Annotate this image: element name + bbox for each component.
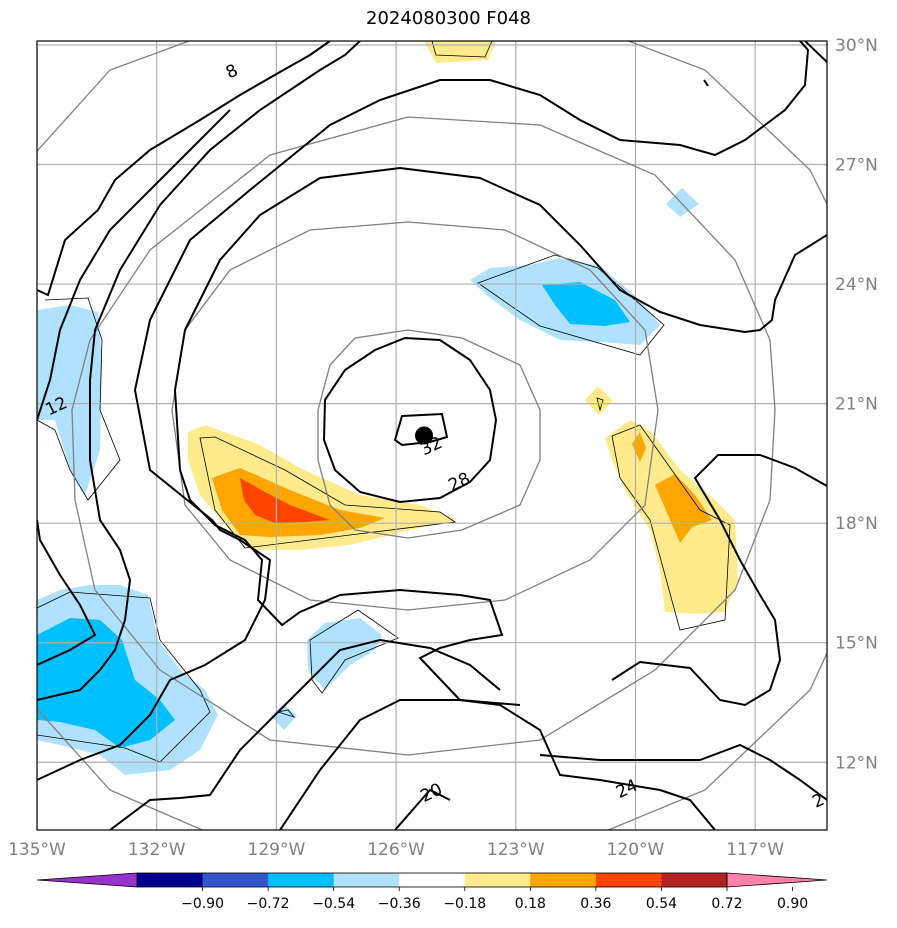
range-ring-1 xyxy=(317,329,541,539)
contour-24-inner xyxy=(173,166,827,471)
colorbar-segment xyxy=(268,873,335,887)
colorbar-segment xyxy=(661,873,728,887)
shading-outlines xyxy=(37,41,731,763)
colorbar-segment xyxy=(530,873,597,887)
contour-24-south xyxy=(179,469,716,830)
colorbar-extend-high xyxy=(726,872,828,888)
longitude-tick-label: 120°W xyxy=(607,840,665,860)
latitude-labels: 30°N 27°N 24°N 21°N 18°N 15°N 12°N xyxy=(835,36,878,773)
colorbar-segment xyxy=(595,873,662,887)
colorbar-segment xyxy=(464,873,531,887)
contour-16 xyxy=(37,41,810,781)
latitude-tick-label: 18°N xyxy=(835,514,878,534)
contour-12-west xyxy=(37,519,97,666)
range-ring-2 xyxy=(171,221,659,611)
latitude-tick-label: 21°N xyxy=(835,395,878,415)
contour-20-b xyxy=(279,699,521,830)
colorbar-tick-label: 0.54 xyxy=(646,896,677,912)
colorbar: −0.90 −0.72 −0.54 −0.36 −0.18 0.18 0.36 0.54 0.7… xyxy=(36,872,828,912)
latitude-tick-label: 12°N xyxy=(835,753,878,773)
shading-positive-band-mid xyxy=(212,468,385,537)
shading-positive-band-core xyxy=(240,478,330,523)
colorbar-tick-label: −0.54 xyxy=(312,896,355,912)
shading-negative-south xyxy=(307,618,382,690)
longitude-tick-label: 117°W xyxy=(726,840,784,860)
contour-south-east xyxy=(539,743,827,801)
contour-20 xyxy=(109,638,501,830)
colorbar-tick-label: 0.36 xyxy=(580,896,611,912)
range-ring-3 xyxy=(71,116,776,756)
shading-positive-east-dot xyxy=(585,386,613,415)
longitude-labels: 135°W 132°W 129°W 126°W 123°W 120°W 117°W xyxy=(8,840,784,860)
latitude-tick-label: 27°N xyxy=(835,156,878,176)
shading-positive-north xyxy=(424,41,496,63)
latitude-tick-label: 30°N xyxy=(835,36,878,56)
contour-label: 20 xyxy=(418,780,446,807)
contour-label: 8 xyxy=(223,61,241,84)
longitude-tick-label: 135°W xyxy=(8,840,66,860)
contour-28 xyxy=(322,336,498,504)
colorbar-tick-label: −0.18 xyxy=(443,896,486,912)
colorbar-tick-label: −0.72 xyxy=(247,896,290,912)
colorbar-tick-label: −0.36 xyxy=(378,896,421,912)
contour-ne xyxy=(804,41,827,63)
contour-4 xyxy=(37,109,231,421)
longitude-tick-label: 129°W xyxy=(248,840,306,860)
range-rings xyxy=(37,41,827,830)
contour-20-c xyxy=(394,788,451,830)
colorbar-segment xyxy=(137,873,204,887)
latitude-tick-label: 15°N xyxy=(835,634,878,654)
shading-negative-northeast-core xyxy=(542,282,630,326)
shading-negative-west xyxy=(37,305,102,495)
contour-24-east xyxy=(611,454,827,707)
shading-layer xyxy=(37,41,738,775)
colorbar-outline xyxy=(136,872,728,888)
contour-12 xyxy=(37,41,361,701)
map-title: 2024080300 F048 xyxy=(366,8,531,29)
longitude-tick-label: 126°W xyxy=(367,840,425,860)
latitude-tick-label: 24°N xyxy=(835,275,878,295)
colorbar-tick-label: 0.90 xyxy=(777,896,808,912)
shading-negative-south-small xyxy=(271,704,297,730)
contours xyxy=(37,41,827,830)
contour-label: 24 xyxy=(613,776,641,803)
colorbar-segment xyxy=(333,873,400,887)
contour-ne-small xyxy=(703,79,709,87)
map-frame xyxy=(36,40,828,831)
contour-8 xyxy=(37,41,331,297)
colorbar-tick-label: −0.90 xyxy=(181,896,224,912)
contour-label: 2 xyxy=(809,790,827,813)
colorbar-segment xyxy=(202,873,269,887)
shading-negative-southwest-core xyxy=(37,618,175,748)
colorbar-segment xyxy=(399,873,466,887)
colorbar-tick-label: 0.18 xyxy=(515,896,546,912)
shading-positive-east-mid xyxy=(655,474,712,543)
colorbar-tick-label: 0.72 xyxy=(711,896,742,912)
longitude-tick-label: 123°W xyxy=(487,840,545,860)
longitude-tick-label: 132°W xyxy=(128,840,186,860)
storm-center-marker xyxy=(415,426,434,445)
colorbar-extend-low xyxy=(36,872,138,888)
shading-blue-northeast xyxy=(666,188,699,217)
